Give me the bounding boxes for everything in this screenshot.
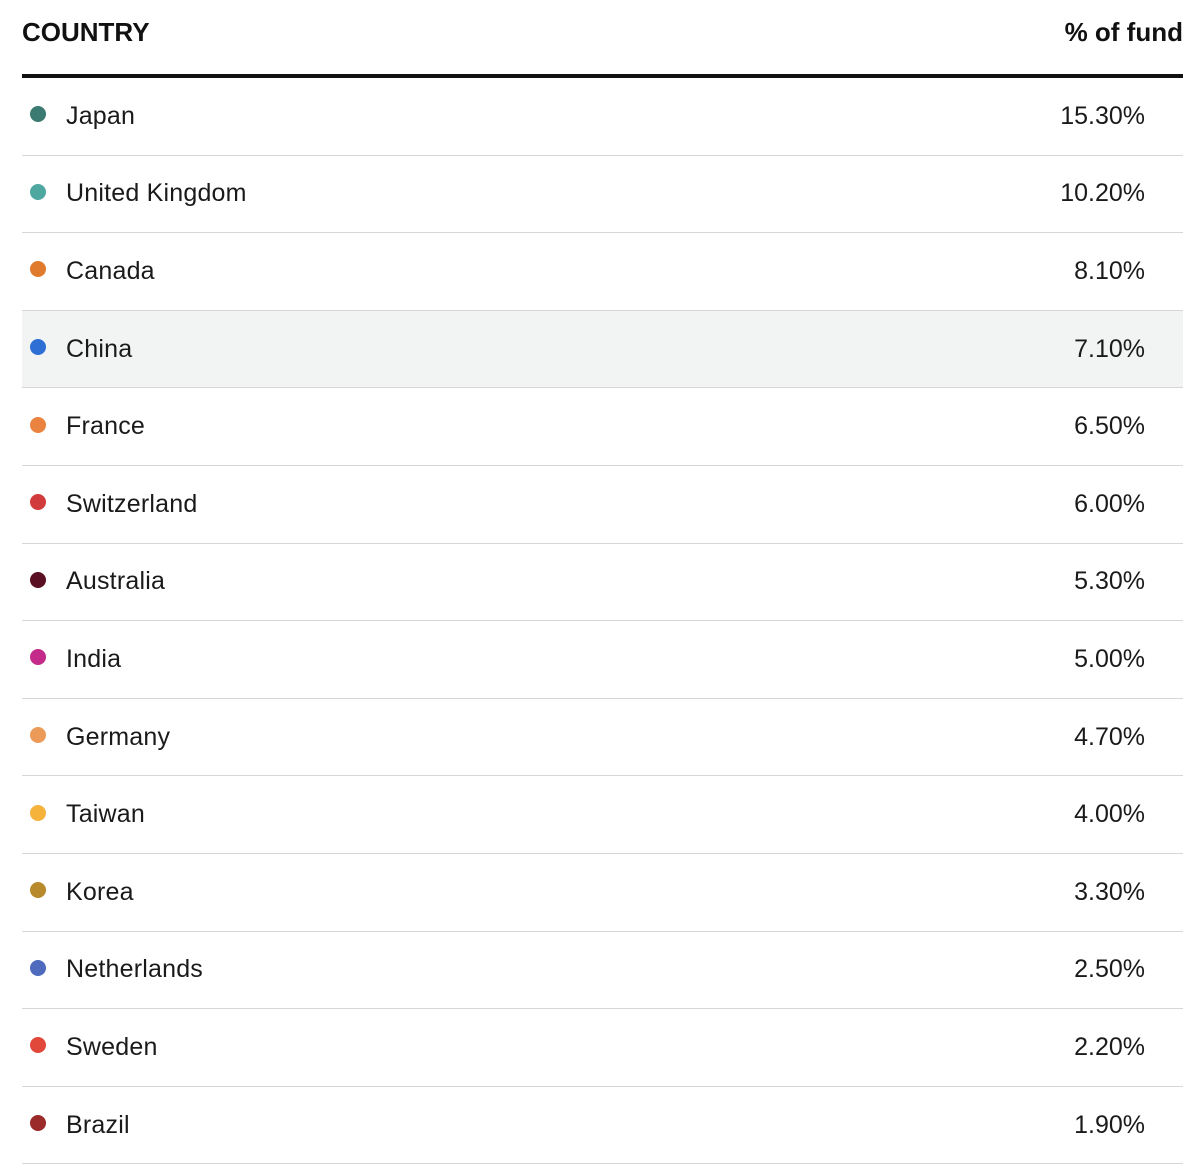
table-row[interactable]: Netherlands 2.50% bbox=[22, 932, 1183, 1010]
color-dot-icon bbox=[30, 649, 46, 666]
table-row[interactable]: Australia 5.30% bbox=[22, 544, 1183, 622]
country-name: United Kingdom bbox=[66, 179, 247, 208]
color-dot-icon bbox=[30, 804, 46, 821]
table-row[interactable]: India 5.00% bbox=[22, 621, 1183, 699]
color-dot-icon bbox=[30, 571, 46, 588]
percent-of-fund-value: 2.20% bbox=[1074, 1032, 1145, 1061]
color-dot-icon bbox=[30, 1037, 46, 1054]
table-row[interactable]: United Kingdom 10.20% bbox=[22, 156, 1183, 234]
color-dot-icon bbox=[30, 959, 46, 976]
table-row[interactable]: China 7.10% bbox=[22, 310, 1183, 389]
table-row[interactable]: Germany 4.70% bbox=[22, 699, 1183, 777]
country-name: Australia bbox=[66, 567, 166, 596]
percent-of-fund-value: 10.20% bbox=[1060, 179, 1145, 208]
percent-of-fund-value: 4.70% bbox=[1074, 722, 1145, 751]
color-dot-icon bbox=[30, 494, 46, 511]
country-name: Brazil bbox=[66, 1110, 130, 1139]
country-name: Canada bbox=[66, 256, 155, 285]
percent-of-fund-value: 6.50% bbox=[1074, 412, 1145, 441]
percent-of-fund-value: 6.00% bbox=[1074, 489, 1145, 518]
country-name: Japan bbox=[66, 101, 136, 130]
percent-of-fund-value: 3.30% bbox=[1074, 877, 1145, 906]
percent-of-fund-value: 5.30% bbox=[1074, 567, 1145, 596]
table-row[interactable]: Japan 15.30% bbox=[22, 78, 1183, 156]
country-name: Germany bbox=[66, 722, 171, 751]
table-row[interactable]: Korea 3.30% bbox=[22, 854, 1183, 932]
color-dot-icon bbox=[30, 882, 46, 899]
country-name: France bbox=[66, 412, 146, 441]
color-dot-icon bbox=[30, 1115, 46, 1132]
table-header: COUNTRY % of fund bbox=[22, 0, 1183, 78]
country-name: Taiwan bbox=[66, 800, 146, 829]
table-row[interactable]: Switzerland 6.00% bbox=[22, 466, 1183, 544]
country-allocation-table: COUNTRY % of fund Japan 15.30% United King… bbox=[22, 0, 1183, 1165]
country-name: India bbox=[66, 644, 122, 673]
percent-of-fund-value: 2.50% bbox=[1074, 955, 1145, 984]
country-name: China bbox=[66, 334, 133, 363]
color-dot-icon bbox=[30, 106, 46, 123]
percent-of-fund-value: 1.90% bbox=[1074, 1110, 1145, 1139]
country-column-header: COUNTRY bbox=[22, 17, 150, 47]
country-name: Netherlands bbox=[66, 955, 204, 984]
table-row[interactable]: France 6.50% bbox=[22, 388, 1183, 466]
color-dot-icon bbox=[30, 339, 46, 356]
percent-of-fund-value: 15.30% bbox=[1060, 101, 1145, 130]
table-row[interactable]: Taiwan 4.00% bbox=[22, 776, 1183, 854]
percent-of-fund-value: 4.00% bbox=[1074, 800, 1145, 829]
percent-of-fund-value: 7.10% bbox=[1074, 334, 1145, 363]
table-row[interactable]: Canada 8.10% bbox=[22, 233, 1183, 311]
table-body: Japan 15.30% United Kingdom 10.20% Canada 8.1… bbox=[22, 78, 1183, 1165]
color-dot-icon bbox=[30, 261, 46, 278]
color-dot-icon bbox=[30, 183, 46, 200]
percent-of-fund-value: 8.10% bbox=[1074, 256, 1145, 285]
color-dot-icon bbox=[30, 416, 46, 433]
country-name: Switzerland bbox=[66, 489, 198, 518]
color-dot-icon bbox=[30, 727, 46, 744]
percent-of-fund-column-header: % of fund bbox=[1064, 17, 1183, 47]
country-name: Korea bbox=[66, 877, 134, 906]
table-row[interactable]: Brazil 1.90% bbox=[22, 1087, 1183, 1165]
country-name: Sweden bbox=[66, 1032, 158, 1061]
percent-of-fund-value: 5.00% bbox=[1074, 644, 1145, 673]
table-row[interactable]: Sweden 2.20% bbox=[22, 1009, 1183, 1087]
